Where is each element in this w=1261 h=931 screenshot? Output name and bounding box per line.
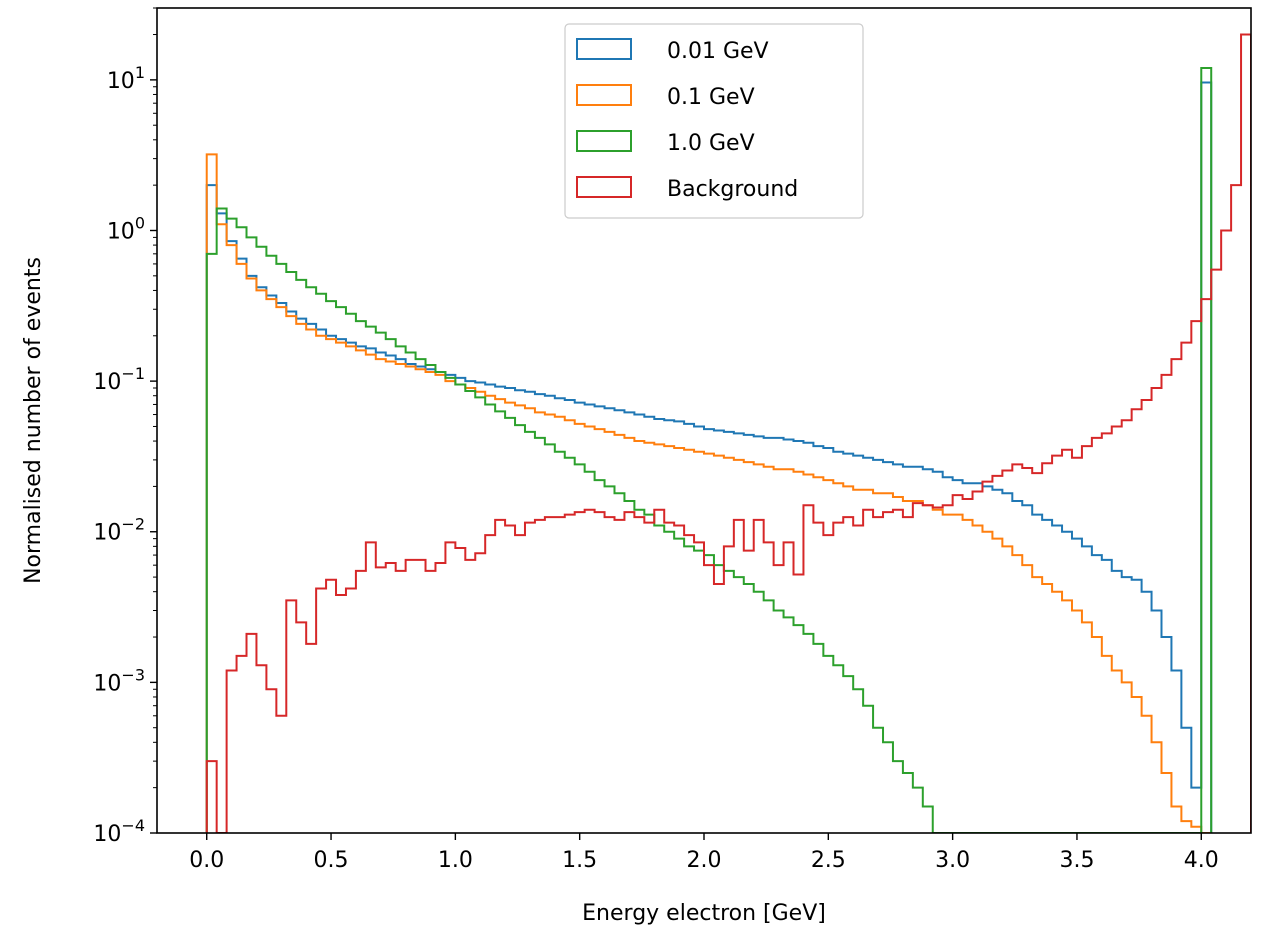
legend-label: 0.1 GeV bbox=[667, 85, 755, 110]
x-tick-label: 3.0 bbox=[935, 848, 970, 873]
y-axis-label: Normalised number of events bbox=[21, 257, 46, 584]
y-tick-label: 10−1 bbox=[93, 364, 145, 395]
x-tick-label: 3.5 bbox=[1059, 848, 1094, 873]
x-tick-label: 1.5 bbox=[562, 848, 597, 873]
x-axis: 0.0 0.5 1.0 1.5 2.0 2.5 3.0 3.5 4.0 bbox=[189, 833, 1219, 873]
x-axis-label: Energy electron [GeV] bbox=[582, 901, 826, 926]
y-tick-label: 10−2 bbox=[93, 515, 145, 546]
legend-swatch bbox=[576, 84, 632, 106]
legend-box bbox=[564, 23, 864, 219]
series-line-background bbox=[205, 33, 1251, 833]
series-layer bbox=[205, 33, 1251, 833]
y-axis: 10−4 10−3 10−2 10−1 100 101 bbox=[93, 7, 157, 847]
legend-swatch bbox=[576, 176, 632, 198]
y-tick-label: 10−4 bbox=[93, 816, 145, 847]
x-tick-label: 2.0 bbox=[687, 848, 722, 873]
series-line-0-1-gev bbox=[205, 153, 1212, 833]
x-tick-label: 0.0 bbox=[189, 848, 224, 873]
legend-label: Background bbox=[667, 177, 798, 202]
x-tick-label: 1.0 bbox=[438, 848, 473, 873]
y-tick-label: 10−3 bbox=[93, 665, 145, 696]
series-line-0-01-gev bbox=[205, 81, 1213, 833]
series-line-1-0-gev bbox=[205, 66, 1213, 833]
legend-swatch bbox=[576, 38, 632, 60]
x-tick-label: 4.0 bbox=[1184, 848, 1219, 873]
x-tick-label: 2.5 bbox=[811, 848, 846, 873]
y-tick-label: 100 bbox=[107, 213, 145, 244]
legend-label: 1.0 GeV bbox=[667, 131, 755, 156]
legend[interactable]: 0.01 GeV 0.1 GeV 1.0 GeV Background bbox=[564, 23, 864, 219]
x-tick-label: 0.5 bbox=[314, 848, 349, 873]
y-tick-label: 101 bbox=[107, 63, 145, 94]
legend-label: 0.01 GeV bbox=[667, 39, 769, 64]
legend-swatch bbox=[576, 130, 632, 152]
